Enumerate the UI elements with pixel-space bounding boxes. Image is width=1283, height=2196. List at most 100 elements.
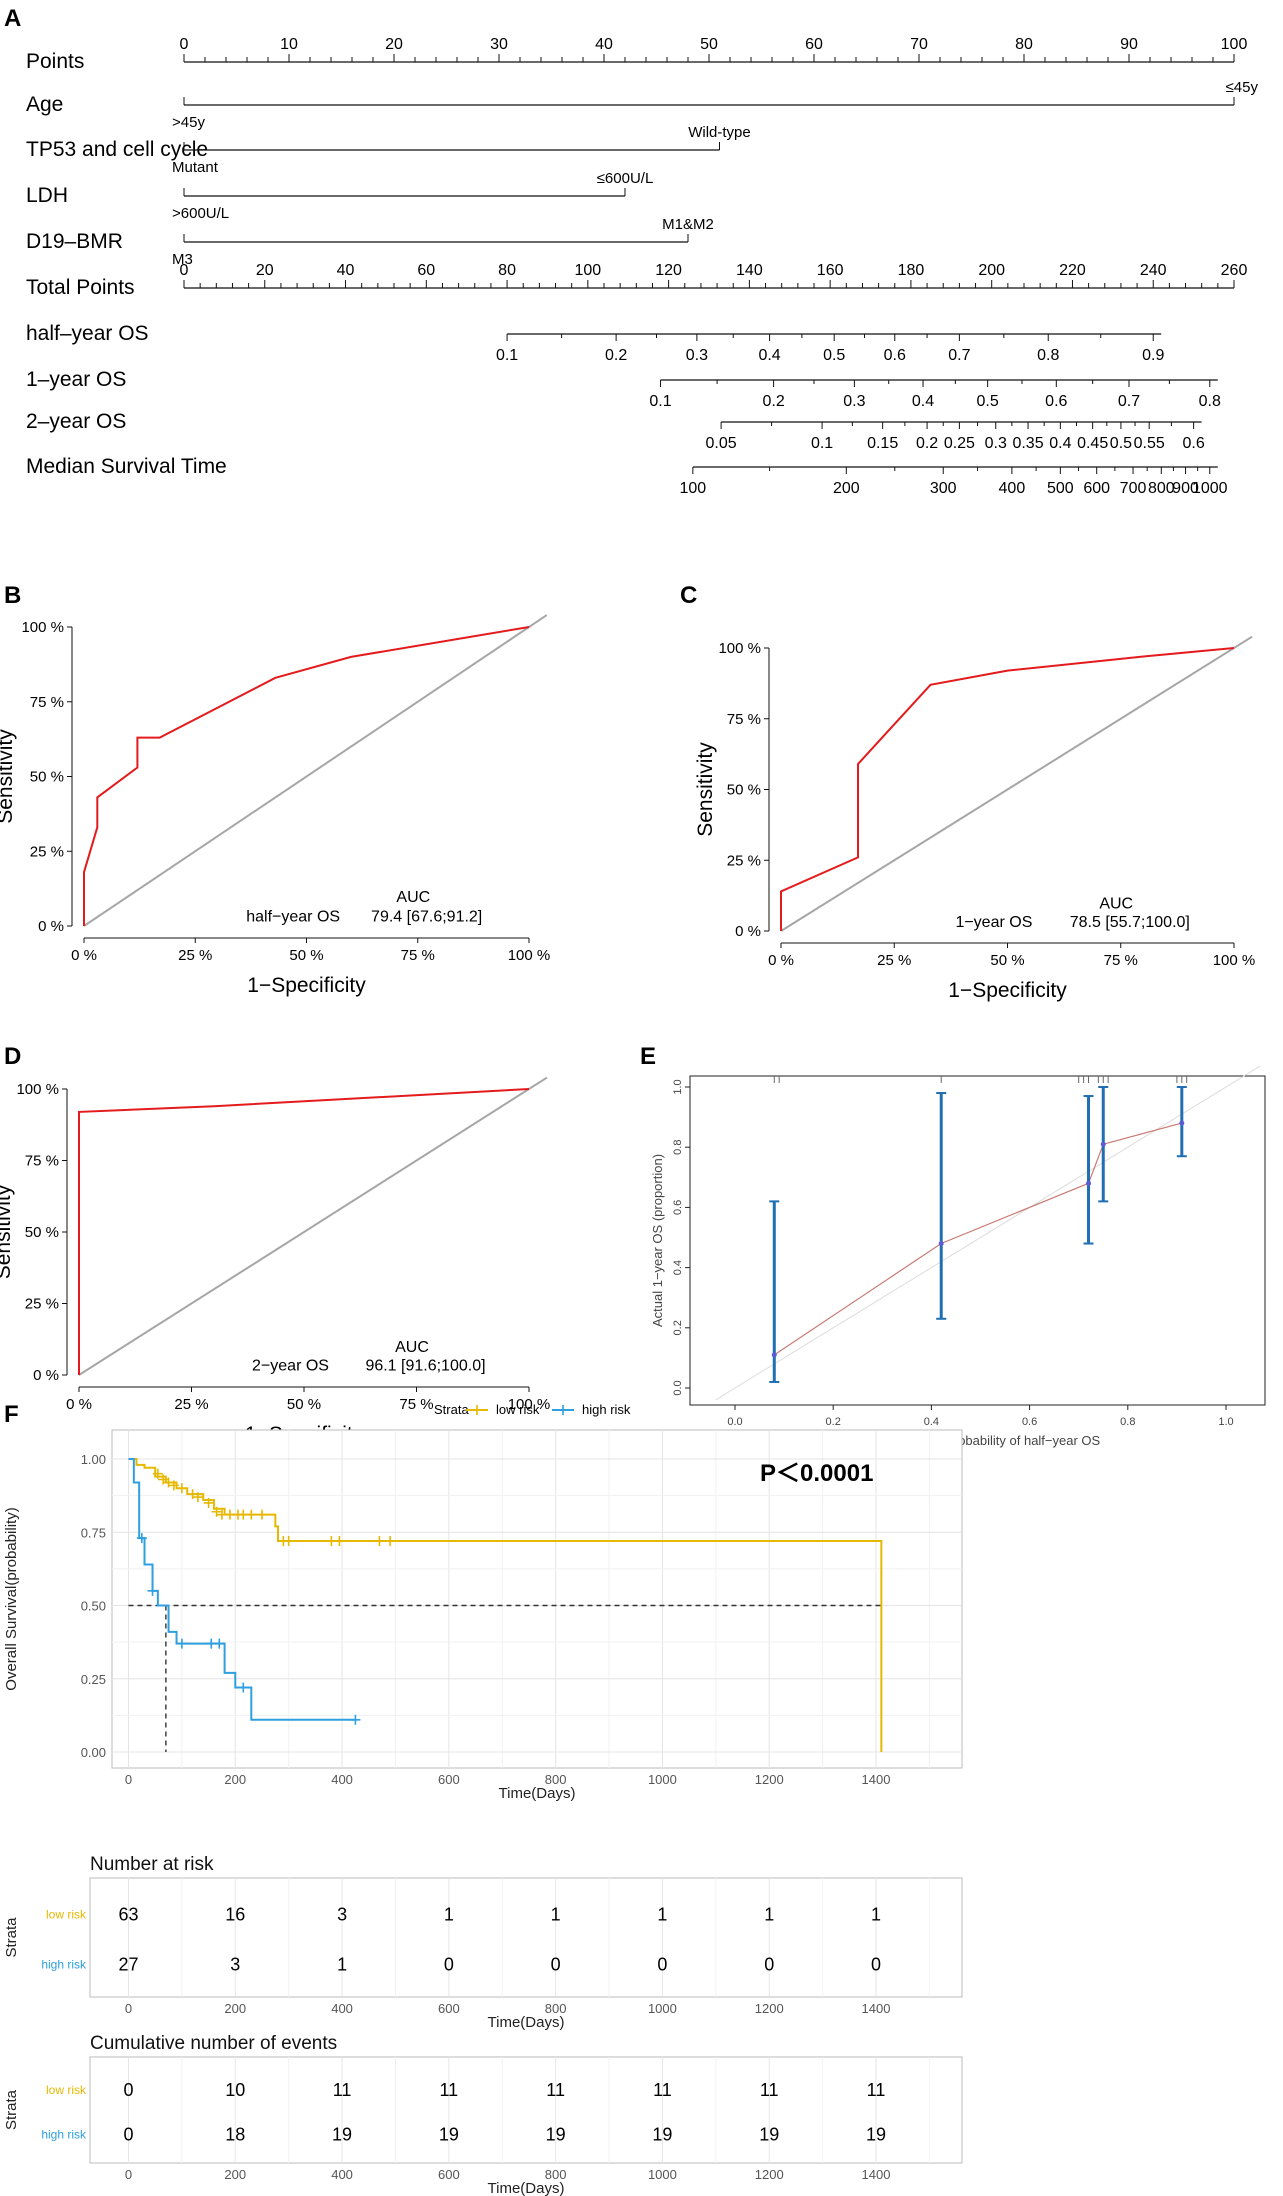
survival-curve-high-risk	[128, 1458, 356, 1721]
nomogram-variable-label: 1–year OS	[26, 368, 126, 391]
reference-diagonal	[78, 1076, 548, 1376]
panel-label-a: A	[4, 5, 21, 32]
table-cell: 1	[871, 1905, 881, 1925]
scale-tick-label: 0.3	[985, 435, 1007, 452]
table-cell: 0	[657, 1955, 667, 1975]
scale-tick-label: 260	[1221, 262, 1248, 279]
calibration-point	[1100, 1141, 1106, 1147]
x-tick-label: 100 %	[508, 1396, 551, 1413]
x-tick-label: 600	[438, 2167, 460, 2182]
scale-tick-label: 0.3	[686, 347, 708, 364]
censor-mark	[211, 1506, 222, 1517]
censor-mark	[203, 1497, 214, 1508]
roc-curve	[83, 626, 530, 926]
y-tick-label: 75 %	[30, 694, 64, 711]
scale-tick-label: 40	[595, 36, 613, 53]
scale-tick-label: 100	[574, 262, 601, 279]
kaplan-meier-plot: Strata low risk high risk0.000.250.500.751…	[3, 1402, 963, 1802]
x-tick-label: 1400	[862, 2001, 891, 2016]
calibration-point	[1179, 1120, 1185, 1126]
x-tick-label: 0.0	[727, 1416, 742, 1428]
censor-mark	[136, 1533, 147, 1544]
roc-curve-half-year: 0 % 25 % 50 % 75 % 100 % 0 % 25 % 50 % 75 % 100 %…	[0, 614, 551, 997]
censor-mark	[246, 1509, 257, 1520]
table-cell: 11	[440, 2080, 459, 2100]
x-tick-label: 800	[545, 2001, 567, 2016]
y-tick-label: 0.4	[672, 1260, 684, 1275]
scale-tick-label: 0.5	[823, 347, 845, 364]
table-cell: 16	[225, 1905, 245, 1925]
scale-tick-label: 200	[978, 262, 1005, 279]
nomogram-variable-label: D19–BMR	[26, 230, 123, 253]
legend-swatch-high-risk-mark	[558, 1405, 568, 1415]
x-tick-label: 1000	[648, 1772, 677, 1787]
y-tick-label: 0 %	[38, 918, 64, 935]
scale-tick-label: 120	[655, 262, 682, 279]
y-tick-label: 100 %	[21, 619, 64, 636]
scale-tick-label: 70	[910, 36, 928, 53]
censor-mark	[158, 1474, 169, 1485]
scale-tick-label: 10	[280, 36, 298, 53]
censor-mark	[238, 1682, 249, 1693]
legend-title: Strata	[434, 1402, 469, 1417]
censor-mark	[350, 1714, 361, 1725]
x-tick-label: 200	[224, 1772, 246, 1787]
x-tick-label: 100 %	[508, 947, 551, 964]
y-tick-label: 0.50	[81, 1599, 106, 1614]
calibration-point	[771, 1352, 777, 1358]
y-tick-label: 50 %	[25, 1224, 59, 1241]
table-cell: 19	[759, 2124, 779, 2144]
scale-tick-label: 0.55	[1134, 435, 1165, 452]
table-cell: 19	[866, 2124, 886, 2144]
y-tick-label: 0.6	[672, 1200, 684, 1215]
category-label: Mutant	[172, 159, 219, 176]
x-tick-label: 50 %	[287, 1396, 321, 1413]
category-label: M1&M2	[662, 216, 714, 233]
scale-tick-label: 60	[417, 262, 435, 279]
table-cell: 10	[225, 2080, 245, 2100]
x-tick-label: 200	[224, 2001, 246, 2016]
x-tick-label: 1400	[862, 1772, 891, 1787]
roc-curve-1-year: 0 % 25 % 50 % 75 % 100 % 0 % 25 % 50 % 75 % 100 %…	[694, 635, 1256, 1002]
x-tick-label: 0.4	[924, 1416, 939, 1428]
table-title: Number at risk	[90, 1854, 214, 1875]
calibration-point	[1086, 1180, 1092, 1186]
x-tick-label: 1000	[648, 2167, 677, 2182]
x-tick-label: 200	[224, 2167, 246, 2182]
roc-curve	[780, 647, 1235, 931]
scale-tick-label: 700	[1120, 480, 1147, 497]
scale-tick-label: 0.7	[948, 347, 970, 364]
scale-tick-label: 30	[490, 36, 508, 53]
scale-tick-label: 100	[1221, 36, 1248, 53]
censor-mark	[168, 1480, 179, 1491]
censor-mark	[283, 1536, 294, 1547]
x-axis-title: 1−Specificity	[247, 974, 366, 997]
nomogram-variable-label: TP53 and cell cycle	[26, 138, 208, 161]
table-cell: 19	[546, 2124, 566, 2144]
auc-label: 2−year OS	[252, 1358, 329, 1375]
legend-swatch-low-risk-mark	[472, 1405, 482, 1415]
y-tick-label: 0.25	[81, 1672, 106, 1687]
panel-label-b: B	[4, 582, 21, 609]
scale-tick-label: 0.6	[1182, 435, 1204, 452]
x-tick-label: 50 %	[990, 952, 1024, 969]
x-tick-label: 50 %	[289, 947, 323, 964]
censor-mark	[374, 1536, 385, 1547]
scale-tick-label: 400	[999, 480, 1026, 497]
censor-mark	[147, 1585, 158, 1596]
table-cell: 11	[333, 2080, 352, 2100]
x-tick-label: 0	[125, 1772, 132, 1787]
row-label: high risk	[41, 2127, 87, 2141]
y-tick-label: 0.8	[672, 1140, 684, 1155]
x-tick-label: 400	[331, 2001, 353, 2016]
table-cell: 19	[332, 2124, 352, 2144]
x-tick-label: 600	[438, 2001, 460, 2016]
scale-tick-label: 0.2	[762, 393, 784, 410]
scale-tick-label: 40	[337, 262, 355, 279]
scale-tick-label: 20	[256, 262, 274, 279]
table-cell: 11	[546, 2080, 565, 2100]
reference-diagonal	[780, 635, 1253, 932]
x-tick-label: 100 %	[1213, 952, 1256, 969]
category-label: ≤45y	[1226, 79, 1259, 96]
number-at-risk-table: Number at risk low risk 63 16 3 1 1 1 1 1 high ris…	[3, 1854, 963, 2031]
